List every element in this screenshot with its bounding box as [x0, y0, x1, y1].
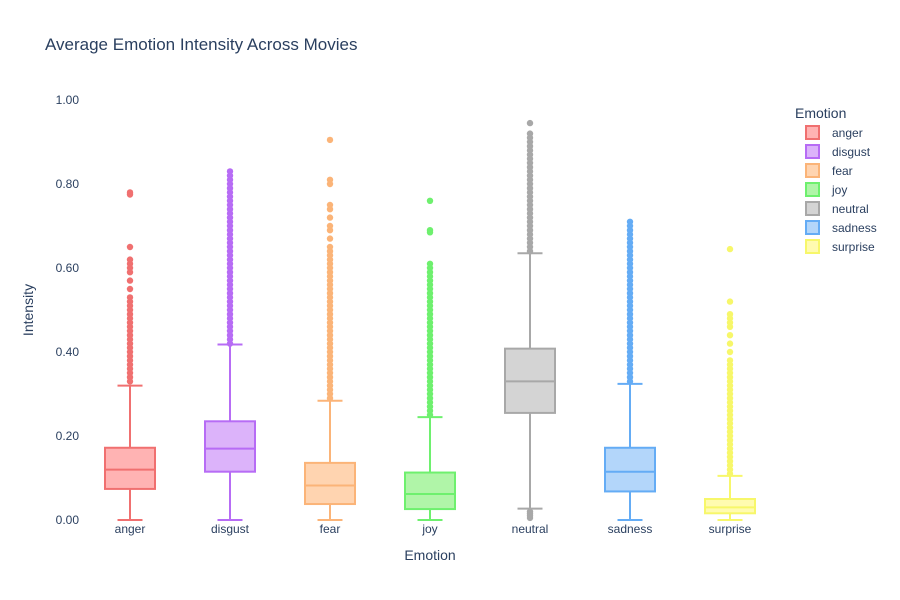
x-tick-label-fear: fear [320, 522, 341, 536]
legend-item-anger[interactable]: anger [805, 125, 863, 140]
y-tick-label: 0.60 [56, 261, 80, 275]
outlier-point [526, 130, 534, 137]
legend-item-surprise[interactable]: surprise [805, 239, 875, 254]
box-fear[interactable] [304, 136, 356, 521]
box-series [104, 119, 756, 522]
legend-swatch [805, 182, 820, 197]
outlier-point [626, 218, 634, 225]
x-tick-label-disgust: disgust [211, 522, 250, 536]
legend-swatch [805, 220, 820, 235]
legend-label: sadness [832, 221, 877, 235]
outliers-anger [126, 189, 134, 385]
y-axis-title: Intensity [20, 284, 36, 336]
outlier-point [426, 197, 434, 204]
outlier-point [526, 508, 534, 515]
legend-item-joy[interactable]: joy [805, 182, 847, 197]
legend-label: fear [832, 164, 853, 178]
box-surprise[interactable] [704, 245, 756, 521]
chart-title: Average Emotion Intensity Across Movies [45, 35, 357, 54]
legend-swatch [805, 144, 820, 159]
legend-title: Emotion [795, 105, 846, 121]
legend-swatch [805, 239, 820, 254]
outlier-point [726, 245, 734, 253]
legend-item-disgust[interactable]: disgust [805, 144, 871, 159]
legend-swatch [805, 201, 820, 216]
legend-item-neutral[interactable]: neutral [805, 201, 869, 216]
outlier-point [726, 298, 734, 305]
outlier-point [526, 119, 534, 127]
outlier-point [726, 348, 734, 356]
outlier-point [126, 189, 134, 196]
box-neutral[interactable] [504, 119, 556, 522]
outliers-disgust [226, 168, 234, 347]
iqr-box [104, 446, 156, 490]
x-tick-label-joy: joy [421, 522, 437, 536]
y-axis-ticks: 0.00 0.20 0.40 0.60 0.80 1.00 [56, 93, 80, 527]
legend-label: anger [832, 126, 863, 140]
legend-label: surprise [832, 240, 875, 254]
box-anger[interactable] [104, 189, 156, 521]
legend-label: joy [831, 183, 847, 197]
outlier-point [326, 222, 334, 230]
x-axis-ticks: anger disgust fear joy neutral sadness surpris… [115, 522, 752, 536]
outlier-point [726, 332, 734, 339]
outlier-point [326, 136, 334, 144]
outlier-point [426, 227, 434, 234]
outliers-surprise [726, 245, 734, 477]
legend-item-fear[interactable]: fear [805, 163, 853, 178]
legend-item-sadness[interactable]: sadness [805, 220, 877, 235]
x-tick-label-anger: anger [115, 522, 146, 536]
outlier-point [326, 214, 334, 221]
outlier-point [126, 294, 134, 301]
legend-label: neutral [832, 202, 869, 216]
iqr-box [204, 420, 256, 473]
outlier-point [726, 311, 734, 318]
outlier-point [126, 243, 134, 251]
outlier-point [726, 340, 734, 347]
outlier-point [326, 235, 334, 242]
outlier-point [226, 168, 234, 175]
legend-swatch [805, 163, 820, 178]
y-tick-label: 0.00 [56, 513, 80, 527]
outliers-fear [326, 136, 334, 402]
legend-swatch [805, 125, 820, 140]
legend[interactable]: Emotion anger disgust fear joy neutral sadnes… [795, 105, 877, 254]
outlier-point [426, 260, 434, 267]
outlier-point [126, 285, 134, 293]
x-tick-label-neutral: neutral [512, 522, 549, 536]
outlier-point [126, 277, 134, 284]
y-tick-label: 0.80 [56, 177, 80, 191]
legend-label: disgust [832, 145, 871, 159]
box-disgust[interactable] [204, 168, 256, 521]
iqr-box [404, 471, 456, 511]
iqr-box [304, 461, 356, 506]
box-sadness[interactable] [604, 218, 656, 521]
x-tick-label-surprise: surprise [709, 522, 752, 536]
x-axis-title: Emotion [404, 547, 455, 563]
y-tick-label: 0.20 [56, 429, 80, 443]
box-joy[interactable] [404, 197, 456, 521]
outliers-joy [426, 197, 434, 419]
y-tick-label: 1.00 [56, 93, 80, 107]
outlier-point [726, 357, 734, 364]
outlier-point [326, 176, 334, 183]
y-tick-label: 0.40 [56, 345, 80, 359]
iqr-box [704, 498, 756, 515]
outlier-point [326, 243, 334, 251]
iqr-box [604, 446, 656, 493]
outliers-sadness [626, 218, 634, 385]
outliers-neutral [526, 119, 534, 522]
outlier-point [126, 256, 134, 263]
outlier-point [326, 201, 334, 209]
x-tick-label-sadness: sadness [608, 522, 653, 536]
